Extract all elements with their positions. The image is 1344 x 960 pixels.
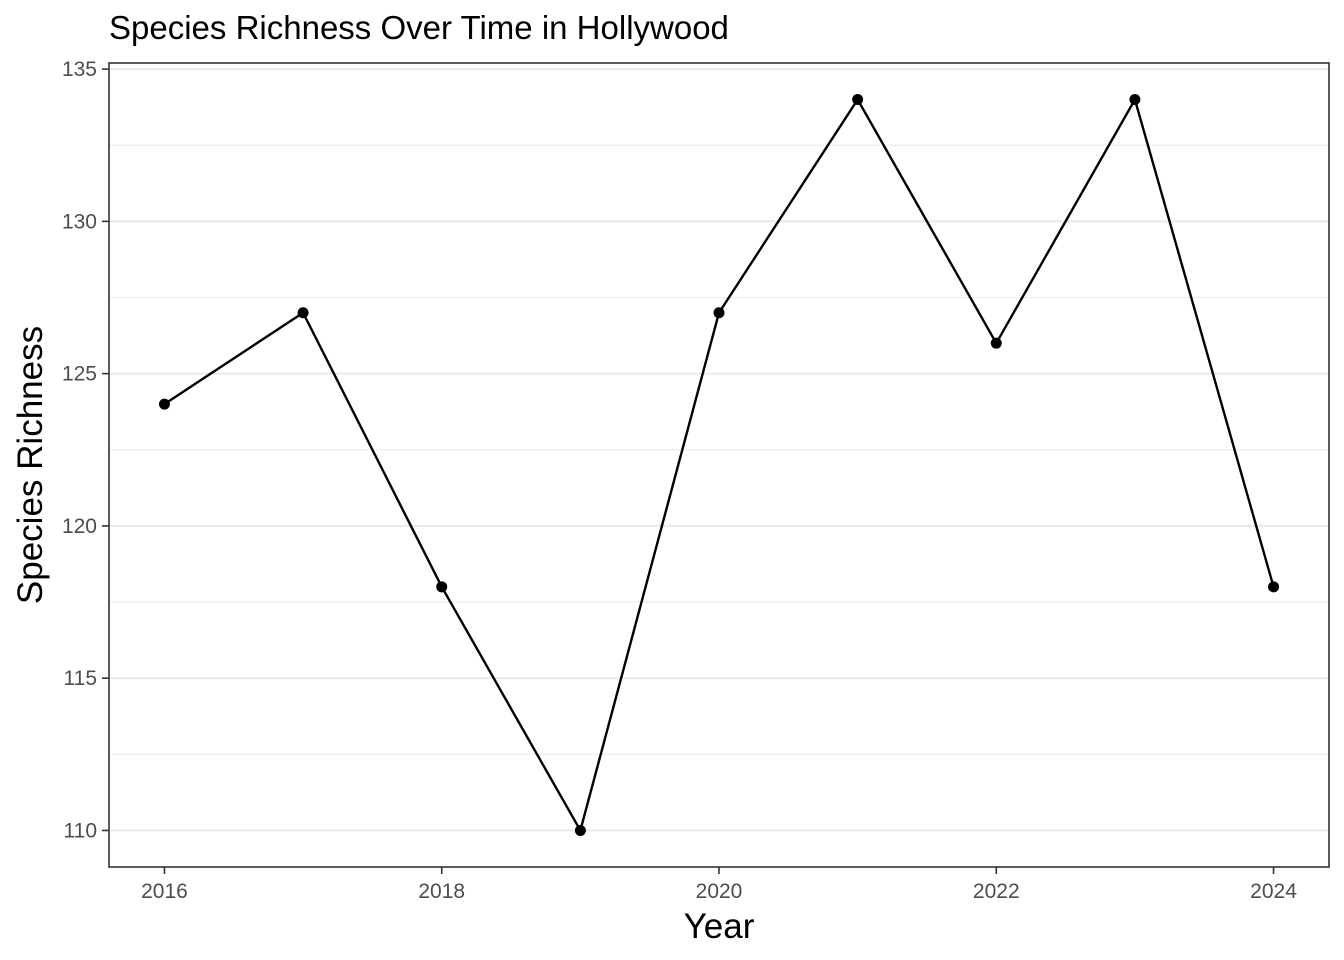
x-axis-title: Year bbox=[684, 907, 755, 946]
x-tick-label: 2016 bbox=[141, 880, 188, 903]
y-tick-label: 125 bbox=[62, 363, 97, 386]
data-point bbox=[852, 94, 864, 106]
data-point bbox=[297, 307, 309, 319]
y-tick-label: 115 bbox=[64, 667, 97, 690]
data-point bbox=[990, 337, 1002, 349]
y-tick-label: 120 bbox=[62, 515, 97, 538]
chart-title: Species Richness Over Time in Hollywood bbox=[109, 9, 729, 46]
data-point bbox=[713, 307, 725, 319]
x-tick-label: 2018 bbox=[418, 880, 465, 903]
data-point bbox=[1268, 581, 1280, 593]
data-point bbox=[574, 824, 586, 836]
y-tick-label: 130 bbox=[62, 210, 97, 233]
x-tick-label: 2024 bbox=[1250, 880, 1297, 903]
grid-layer bbox=[109, 67, 1329, 832]
y-tick-label: 110 bbox=[64, 819, 97, 842]
data-point bbox=[1129, 94, 1141, 106]
x-tick-label: 2020 bbox=[696, 880, 743, 903]
y-tick-label: 135 bbox=[62, 58, 97, 81]
data-point bbox=[436, 581, 448, 593]
axis-layer: 110 115 120 125 130 135 2016 2018 2020 2022 2024 bbox=[62, 58, 1297, 903]
x-tick-label: 2022 bbox=[973, 880, 1020, 903]
data-point bbox=[158, 398, 170, 410]
y-axis-title: Species Richness bbox=[11, 326, 50, 604]
series-layer bbox=[158, 94, 1280, 836]
